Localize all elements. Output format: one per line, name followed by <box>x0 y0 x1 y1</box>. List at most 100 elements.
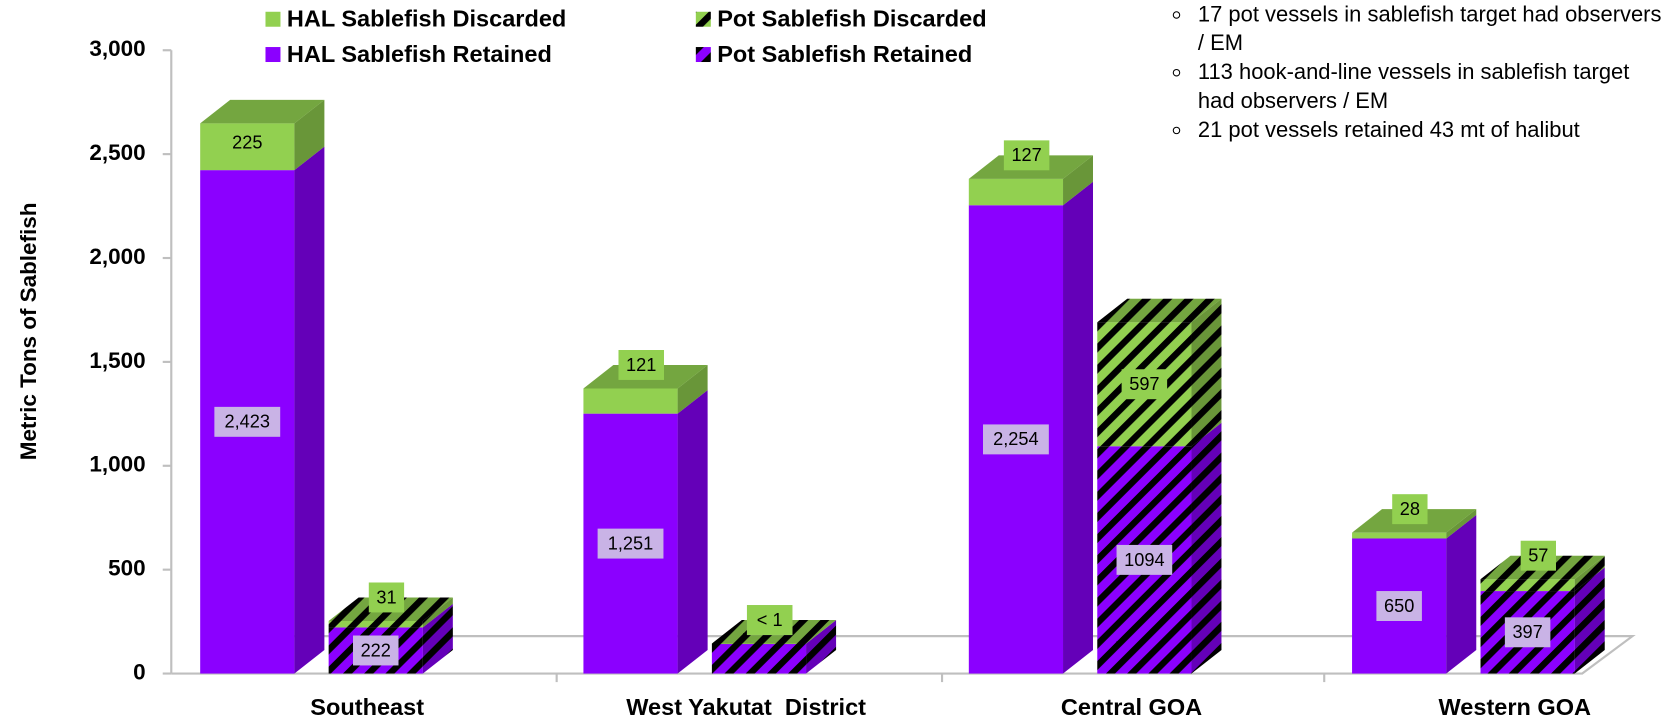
y-tick-label: 1,000 <box>89 452 145 477</box>
value-label: 1094 <box>1124 550 1164 570</box>
bar-side <box>422 603 453 674</box>
bar-side-shade <box>422 603 453 674</box>
legend-item: HAL Sablefish Discarded <box>265 6 566 32</box>
value-label: 28 <box>1400 499 1420 519</box>
value-label-bg <box>1376 591 1422 621</box>
note: 113 hook-and-line vessels in sablefish t… <box>1194 58 1670 116</box>
bar-front <box>711 643 807 674</box>
value-label-bg <box>618 350 664 380</box>
bar-side <box>1063 181 1093 674</box>
value-label: 222 <box>361 640 391 660</box>
value-label: 597 <box>1129 374 1159 394</box>
value-label-bg <box>1504 617 1551 648</box>
floor <box>171 635 1636 683</box>
value-label: 2,423 <box>225 412 271 432</box>
bar-side-shade <box>1191 298 1222 447</box>
bar-side-shade <box>1574 567 1605 674</box>
bar-side <box>806 620 837 644</box>
bar-segment <box>1097 422 1222 674</box>
bar-side <box>677 390 708 674</box>
value-label-bg <box>597 528 664 559</box>
x-tick-label: Central GOA <box>1061 694 1202 720</box>
x-tick-label: Western GOA <box>1438 694 1591 720</box>
bar-front <box>711 643 807 645</box>
bar-side-shade <box>1574 555 1605 592</box>
bar-side <box>1574 555 1605 592</box>
legend-item: Pot Sablefish Retained <box>695 41 972 67</box>
bar-top <box>200 99 325 124</box>
value-label-bg <box>982 424 1049 455</box>
bar-side <box>677 364 708 414</box>
value-label-bg <box>1121 369 1168 400</box>
bar-side-shade <box>422 597 453 628</box>
bar-segment <box>1352 509 1477 539</box>
legend-label: HAL Sablefish Discarded <box>287 6 566 32</box>
floor-outline <box>171 635 1636 675</box>
value-label-bg <box>1003 140 1050 171</box>
bar-side-shade <box>294 99 325 171</box>
bar-side <box>294 146 325 674</box>
legend-swatch <box>695 11 711 27</box>
bar-side <box>1446 514 1477 674</box>
y-tick-label: 0 <box>133 659 146 684</box>
legend-item: HAL Sablefish Retained <box>265 41 552 67</box>
y-tick-label: 500 <box>108 556 145 581</box>
bar-front <box>1480 579 1575 592</box>
bar-side-shade <box>1191 422 1222 674</box>
legend-item: Pot Sablefish Discarded <box>695 6 987 32</box>
bar-segment <box>328 603 453 674</box>
value-label-bg <box>353 635 399 666</box>
x-tick-label: Southeast <box>310 694 424 720</box>
bar-side-shade <box>806 620 837 674</box>
bar-side <box>1191 422 1222 674</box>
bar-top-shade <box>1097 298 1222 323</box>
y-axis-title: Metric Tons of Sablefish <box>16 203 41 461</box>
value-label-bg <box>1116 544 1173 575</box>
bar-side <box>422 597 453 628</box>
value-label: < 1 <box>757 610 783 630</box>
value-label: 1,251 <box>608 533 654 553</box>
value-label-bg <box>1392 494 1428 525</box>
y-tick-label: 3,000 <box>89 36 145 61</box>
bar-side-shade <box>677 390 708 674</box>
y-tick-label: 1,500 <box>89 348 145 373</box>
bar-top-shade <box>200 99 325 124</box>
value-label: 31 <box>376 587 396 607</box>
value-label: 121 <box>626 355 656 375</box>
bar-side <box>806 620 837 674</box>
bar-side-shade <box>1063 155 1093 206</box>
bar-side <box>1446 509 1477 539</box>
bar-top <box>1097 298 1222 323</box>
bar-front <box>968 178 1064 206</box>
bar-side-shade <box>294 146 325 674</box>
bar-front <box>1352 532 1447 539</box>
legend-label: Pot Sablefish Discarded <box>717 6 986 32</box>
bar-side <box>1191 298 1222 447</box>
bar-segment <box>583 364 708 414</box>
legend-label: HAL Sablefish Retained <box>287 41 552 67</box>
bar-segment <box>200 99 325 171</box>
value-label: 397 <box>1512 622 1542 642</box>
value-label: 2,254 <box>993 429 1039 449</box>
bar-segment <box>1097 298 1222 447</box>
bar-front <box>583 388 678 414</box>
bar-side-shade <box>806 620 837 644</box>
bar-side-shade <box>1446 509 1477 539</box>
notes-box: 17 pot vessels in sablefish target had o… <box>1162 0 1670 182</box>
value-label-bg <box>368 582 405 613</box>
y-tick-label: 2,500 <box>89 140 145 165</box>
legend-swatch <box>695 47 711 63</box>
note: 21 pot vessels retained 43 mt of halibut <box>1194 115 1670 144</box>
note: 17 pot vessels in sablefish target had o… <box>1194 0 1670 58</box>
value-label-bg <box>1520 540 1556 571</box>
value-label-bg <box>746 605 793 635</box>
bar-side <box>294 99 325 171</box>
value-label: 127 <box>1011 145 1041 165</box>
bar-side-shade <box>1063 181 1093 674</box>
bar-front <box>328 620 423 628</box>
bar-side <box>1574 567 1605 674</box>
x-tick-label: West Yakutat District <box>626 694 866 720</box>
legend-swatch <box>265 11 281 27</box>
